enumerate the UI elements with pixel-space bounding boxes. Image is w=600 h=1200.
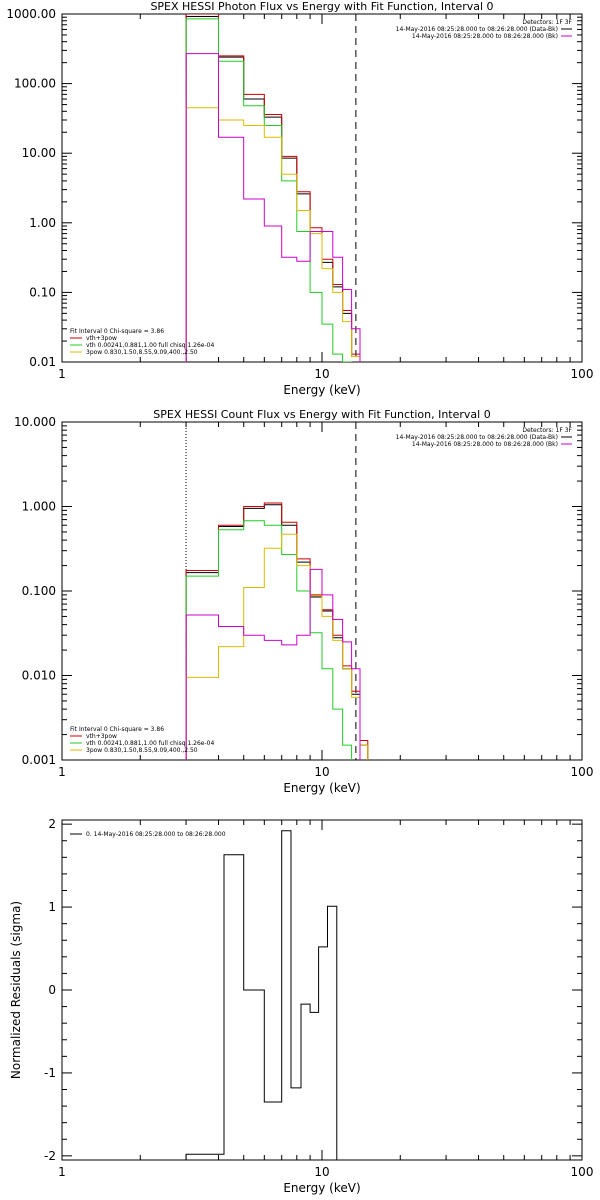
x-tick-label: 1 [58,1165,66,1179]
legend-entry-text: 14-May-2016 08:25:28.000 to 08:26:28.000… [396,434,558,441]
series-group [185,830,338,1160]
y-tick-label: 0.01 [29,355,56,369]
series-group [185,14,361,362]
legend-entry-text: 3pow 0.830,1.50,8.55,9.09,400.,2.50 [86,349,198,356]
x-tick-label: 100 [571,1165,594,1179]
chart-title: SPEX HESSI Count Flux vs Energy with Fit… [153,408,490,421]
x-tick-label: 10 [314,367,329,381]
legend-entry-text: 14-May-2016 08:25:28.000 to 08:26:28.000… [412,33,558,40]
y-tick-label: 0.001 [22,753,56,767]
y-axis: 0.001 0.010 0.100 1.000 10.000 [14,415,582,767]
series-line-4 [185,533,369,760]
x-tick-label: 10 [314,1165,329,1179]
x-axis: 1 10 100 [58,820,593,1179]
series-line-1 [185,16,361,362]
series-line-5 [185,53,361,362]
y-axis: 0.01 0.10 1.00 10.00 100.00 1000.00 [6,7,582,369]
y-tick-label: 0 [48,983,56,997]
chart-panel-1: SPEX HESSI Photon Flux vs Energy with Fi… [6,0,593,397]
series-line-2 [185,502,369,760]
series-line-1 [185,830,338,1160]
plot-frame [61,819,583,1161]
y-tick-label: 0.10 [29,285,56,299]
x-axis-label: Energy (keV) [283,1181,360,1195]
x-axis: 1 10 100 [58,422,593,779]
y-tick-label: -2 [44,1149,56,1163]
legend: Fit Interval 0 Chi-square = 3.86vth+3pow… [70,726,214,754]
chart-panel-2: SPEX HESSI Count Flux vs Energy with Fit… [14,408,593,795]
y-axis: -2 -1 0 1 2 [44,817,582,1163]
x-tick-label: 1 [58,765,66,779]
chart-panel-3: 1 10 100 Energy (keV) -2 -1 0 1 2 Normalized Resi… [9,817,593,1195]
series-group [185,502,369,760]
legend-header: Fit Interval 0 Chi-square = 3.86 [70,328,164,335]
y-tick-label: 0.100 [22,584,56,598]
series-line-1 [185,504,369,760]
series-line-3 [185,520,353,760]
legend-entry-text: 3pow 0.830,1.50,8.55,9.09,400.,2.50 [86,747,198,754]
legend-entry-text: vth+3pow [86,733,117,740]
legend-entry-text: vth 0.00241,0.881,1.00 full chisq 1.26e-… [86,342,214,349]
series-line-4 [185,107,361,362]
y-tick-label: 1 [48,900,56,914]
y-tick-label: 1.000 [22,500,56,514]
legend-entry-text: vth 0.00241,0.881,1.00 full chisq 1.26e-… [86,740,214,747]
x-tick-label: 100 [571,765,594,779]
x-axis-label: Energy (keV) [283,383,360,397]
y-tick-label: 10.00 [22,146,56,160]
legend: Fit Interval 0 Chi-square = 3.86vth+3pow… [70,328,214,356]
series-line-5 [185,568,361,760]
x-tick-label: 10 [314,765,329,779]
series-line-2 [185,14,361,362]
y-tick-label: 100.00 [14,77,56,91]
legend-header: Fit Interval 0 Chi-square = 3.86 [70,726,164,733]
legend-entry-text: 14-May-2016 08:25:28.000 to 08:26:28.000… [396,26,558,33]
y-tick-label: 2 [48,817,56,831]
y-tick-label: 10.000 [14,415,56,429]
y-tick-label: 1.00 [29,216,56,230]
y-tick-label: -1 [44,1066,56,1080]
legend-header: Detectors: 1F 3F [522,427,572,434]
y-axis-label: Normalized Residuals (sigma) [9,901,23,1079]
x-tick-label: 1 [58,367,66,381]
legend-entry-text: 0. 14-May-2016 08:25:28.000 to 08:26:28.… [86,831,226,838]
legend-entry-text: vth+3pow [86,335,117,342]
legend: 0. 14-May-2016 08:25:28.000 to 08:26:28.… [70,831,226,838]
chart-title: SPEX HESSI Photon Flux vs Energy with Fi… [150,0,493,13]
y-tick-label: 0.010 [22,669,56,683]
y-tick-label: 1000.00 [6,7,56,21]
x-axis: 1 10 100 [58,14,593,381]
legend-header: Detectors: 1F 3F [522,19,572,26]
legend-entry-text: 14-May-2016 08:25:28.000 to 08:26:28.000… [412,441,558,448]
x-axis-label: Energy (keV) [283,781,360,795]
x-tick-label: 100 [571,367,594,381]
series-line-3 [185,18,352,362]
